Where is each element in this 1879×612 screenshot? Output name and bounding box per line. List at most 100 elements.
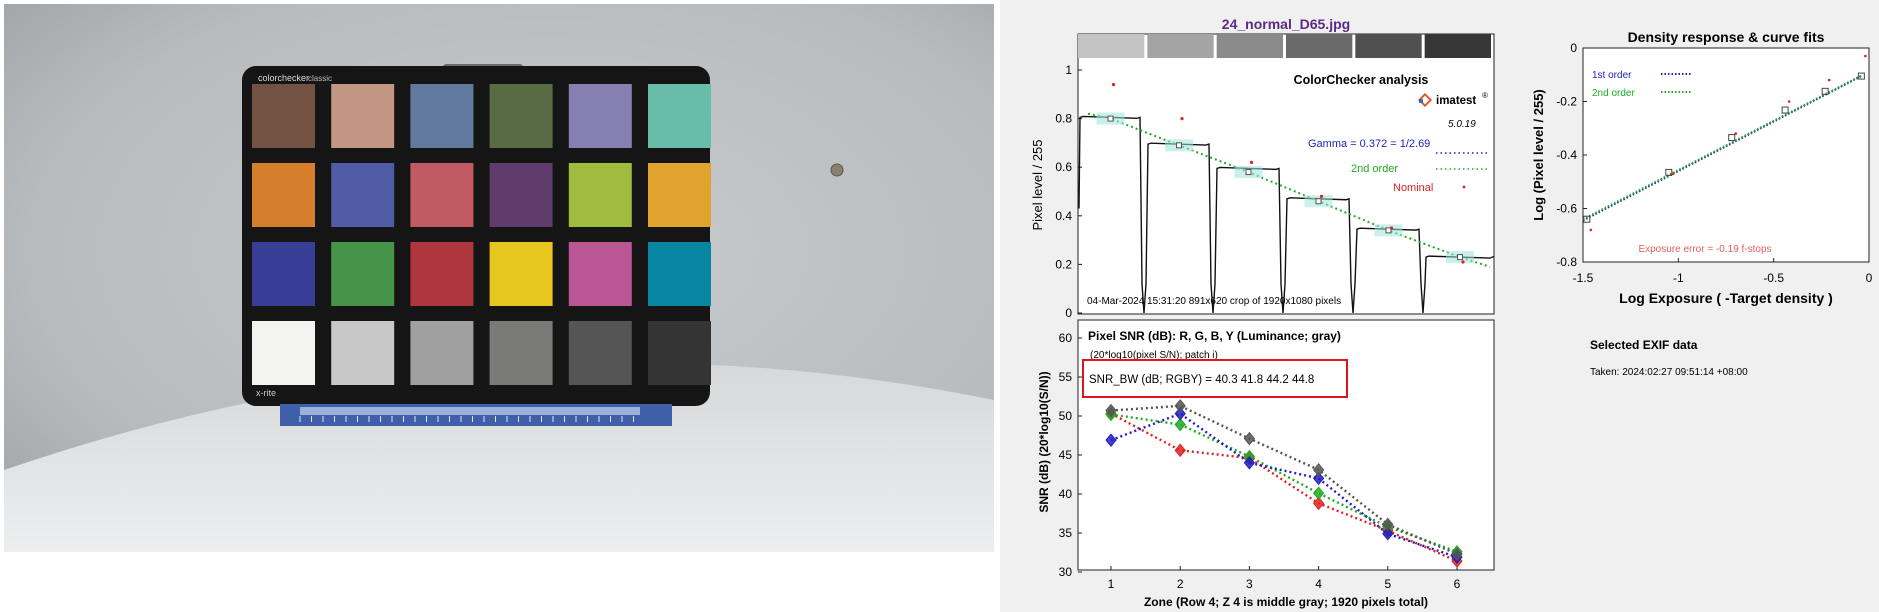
snr-highlight-box (1082, 359, 1348, 398)
ruler-inner (300, 407, 640, 415)
gray-strip-cell (1355, 34, 1422, 58)
snr-point (1312, 463, 1325, 477)
fit-nominal-point (1734, 132, 1738, 135)
nominal-point (1111, 82, 1116, 87)
snr-series-line (1110, 412, 1458, 559)
color-patch (489, 84, 553, 148)
fit-x-tick-label: 0 (1866, 271, 1873, 285)
snr-series-line (1110, 412, 1458, 563)
snr-series-line (1110, 413, 1458, 553)
fit-nominal-point (1827, 78, 1831, 82)
fit-marker (1176, 142, 1182, 149)
colorchecker-photo: colorchecker classic x-rite (4, 4, 994, 552)
nominal-legend-point (1462, 185, 1466, 189)
color-patch (489, 321, 553, 385)
density-nominal-points (1111, 82, 1465, 264)
snr-y-ticks: 30 35 40 45 50 55 60 (1059, 331, 1082, 579)
gamma-label: Gamma = 0.372 = 1/2.69 (1308, 138, 1430, 150)
snr-series (1105, 399, 1463, 568)
chart-brand-sub-label: classic (308, 74, 332, 83)
fit-y-tick-label: -0.4 (1556, 148, 1577, 162)
snr-point (1105, 433, 1117, 447)
snr-point (1451, 547, 1463, 561)
fit-nominal-point (1671, 172, 1675, 176)
fit-marker (1107, 115, 1114, 122)
color-patch (568, 163, 632, 227)
fit-point (1728, 134, 1736, 142)
density-annotation-title: ColorChecker analysis (1294, 73, 1429, 87)
snr-point (1382, 517, 1394, 532)
snr-point (1105, 403, 1117, 418)
color-patch (568, 321, 632, 385)
nominal-point (1319, 194, 1324, 198)
snr-x-tick-label: 5 (1384, 577, 1391, 591)
color-patch (410, 321, 474, 385)
color-patch (252, 321, 315, 385)
gray-strip (1078, 34, 1491, 58)
exposure-error: Exposure error = -0.19 f-stops (1638, 244, 1771, 255)
imatest-logo-icon (1417, 92, 1433, 108)
snr-title: Pixel SNR (dB): R, G, B, Y (Luminance; g… (1088, 329, 1341, 343)
color-patch (252, 163, 315, 227)
ruler-ticks (299, 416, 634, 422)
figure-title: 24_normal_D65.jpg (1222, 16, 1350, 32)
color-patch (252, 242, 315, 306)
snr-y-tick-label: 40 (1059, 487, 1073, 501)
color-patch (489, 242, 553, 306)
density-plot: 0 0.2 0.4 0.6 0.8 1 Pixel level / 255 ColorCh… (1030, 33, 1495, 320)
fit-point (1821, 87, 1829, 95)
color-patch (568, 84, 632, 148)
snr-y-tick-label: 50 (1059, 409, 1073, 423)
patch-grid (252, 84, 711, 385)
fit-x-tick-label: -1 (1673, 271, 1684, 285)
color-patch (331, 84, 395, 148)
fit-plot-area (1582, 47, 1870, 263)
chart-brand-label: colorchecker (258, 73, 309, 83)
nominal-point (1461, 260, 1465, 264)
snr-y-tick-label: 30 (1059, 565, 1073, 579)
snr-box-text: SNR_BW (dB; RGBY) = 40.3 41.8 44.2 44.8 (1089, 374, 1314, 386)
snr-point (1174, 443, 1186, 458)
snr-y-label: SNR (dB) (20*log10(S/N)) (1037, 371, 1051, 512)
fit-marker (1315, 198, 1322, 205)
fit-marker (1385, 227, 1392, 234)
density-fit-markers (1096, 112, 1474, 264)
snr-y-tick-label: 35 (1059, 526, 1073, 540)
fit-x-tick-label: -0.5 (1763, 271, 1784, 285)
fit-legend-1: 1st order (1592, 70, 1632, 81)
second-order-label: 2nd order (1351, 163, 1398, 175)
fit-point (1665, 168, 1673, 176)
fit-marker (1245, 169, 1252, 176)
nominal-point (1180, 117, 1184, 121)
density-footer: 04-Mar-2024 15:31:20 891x620 crop of 192… (1087, 296, 1341, 307)
fit-legend-2: 2nd order (1592, 88, 1635, 99)
color-patch (410, 84, 474, 148)
exif-taken: Taken: 2024:02:27 09:51:14 +08:00 (1590, 367, 1748, 378)
color-patch (252, 84, 315, 148)
snr-plot-area (1077, 319, 1495, 571)
imatest-version: 5.0.19 (1448, 119, 1476, 130)
snr-point (1174, 399, 1186, 413)
gray-strip-cell (1216, 34, 1283, 58)
color-patch (648, 163, 711, 227)
snr-x-tick-label: 6 (1454, 577, 1461, 591)
density-y-label: Pixel level / 255 (1030, 139, 1045, 230)
density-trace (1078, 115, 1495, 314)
color-patch (331, 321, 395, 385)
imatest-brand-sup: ® (1482, 91, 1488, 100)
imatest-brand: imatest (1436, 95, 1476, 107)
color-patch (331, 163, 395, 227)
fit-point (1857, 72, 1865, 80)
fit-x-ticks: -1.5 -1 -0.5 0 (1573, 258, 1873, 285)
snr-point (1312, 486, 1325, 501)
color-patch (489, 163, 553, 227)
snr-x-tick-label: 4 (1315, 577, 1322, 591)
snr-y-tick-label: 45 (1059, 448, 1073, 462)
fit-y-tick-label: -0.6 (1556, 202, 1577, 216)
density-y-tick-label: 0 (1065, 306, 1072, 320)
fit-plot: Density response & curve fits 0 -0.2 -0.4 -… (1531, 29, 1873, 306)
gray-strip-cell (1147, 34, 1214, 58)
color-patch (410, 163, 474, 227)
fit-nominal-point (1787, 100, 1791, 103)
color-patch (568, 242, 632, 306)
